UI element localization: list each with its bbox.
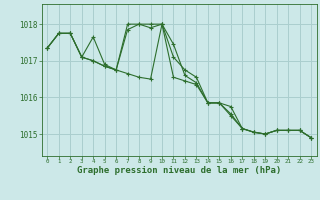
X-axis label: Graphe pression niveau de la mer (hPa): Graphe pression niveau de la mer (hPa): [77, 166, 281, 175]
